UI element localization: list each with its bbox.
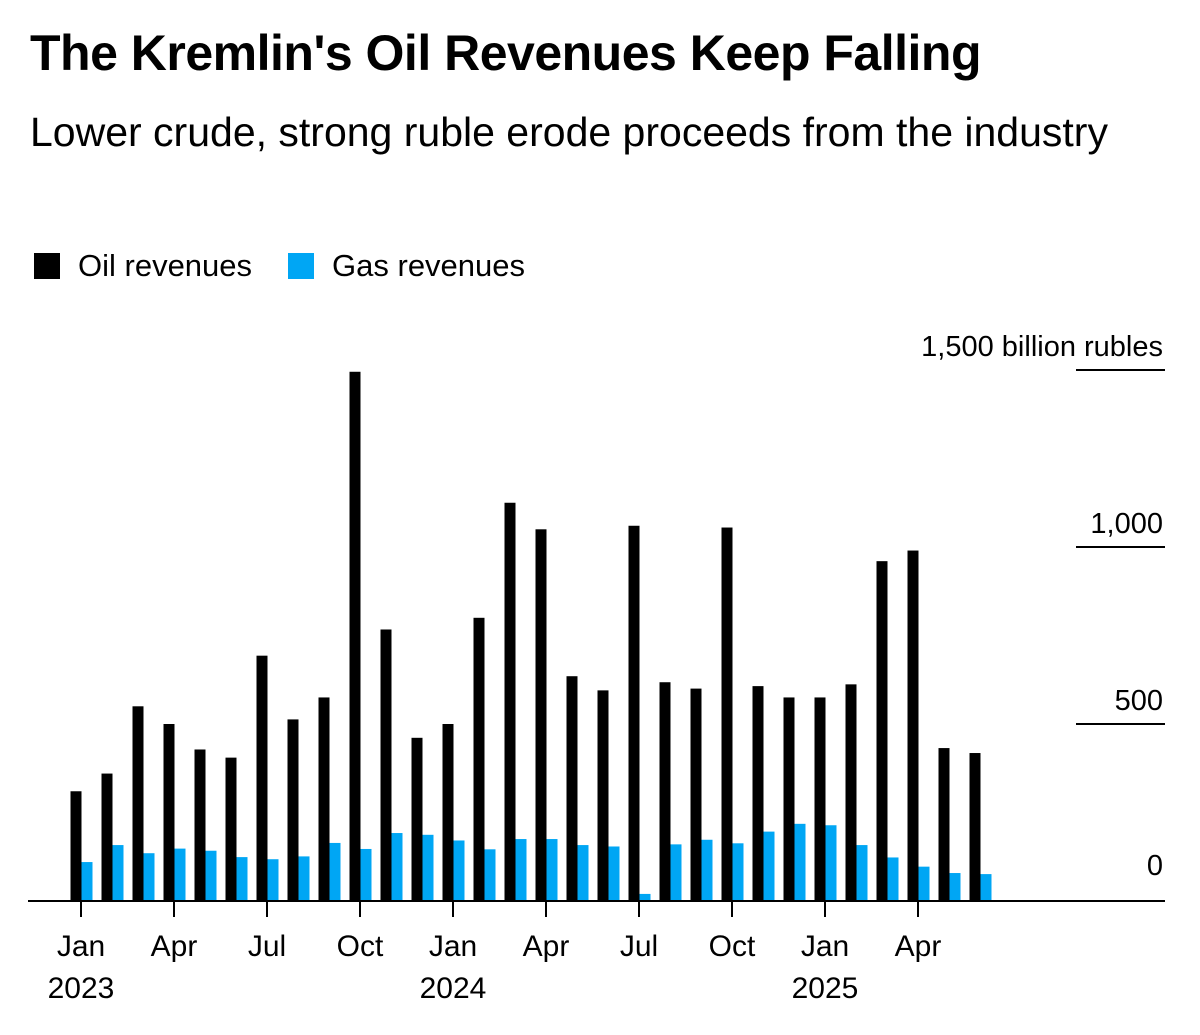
gas-bar (856, 845, 868, 901)
gas-bar (887, 857, 899, 901)
gas-bar (236, 857, 248, 901)
legend-label-oil: Oil revenues (78, 248, 253, 283)
chart-legend: Oil revenues Gas revenues (34, 244, 561, 288)
oil-bar (225, 757, 237, 901)
oil-bar (597, 690, 609, 901)
x-tick-label-year: 2025 (792, 972, 859, 1005)
oil-bar (690, 688, 702, 901)
y-tick-label: 0 (1147, 850, 1163, 882)
y-tick-label: 1,500 billion rubles (921, 331, 1163, 363)
oil-bar (628, 525, 640, 901)
x-tick-label-month: Jan (429, 930, 477, 963)
gas-bar (918, 866, 930, 901)
gas-bar (81, 862, 93, 901)
x-tick-label-month: Apr (895, 930, 942, 963)
oil-bar (380, 629, 392, 901)
gas-bar (608, 846, 620, 901)
oil-bar (659, 682, 671, 901)
gas-bar (732, 843, 744, 901)
oil-bar (163, 724, 175, 901)
bar-chart: 1,500 billion rubles 1,000 500 0 Jan 2023 Apr J… (28, 331, 1165, 1005)
chart-title: The Kremlin's Oil Revenues Keep Falling (30, 25, 981, 81)
gas-bar (329, 842, 341, 901)
gas-bar (980, 874, 992, 901)
gas-bar (391, 833, 403, 901)
gas-bar (298, 856, 310, 901)
legend-label-gas: Gas revenues (332, 248, 526, 283)
gas-bar (484, 849, 496, 901)
gas-bar (670, 844, 682, 901)
oil-bar (535, 529, 547, 901)
legend-item-gas: Gas revenues (288, 248, 525, 284)
x-tick-label-month: Oct (709, 930, 756, 963)
x-tick-label-year: 2024 (420, 972, 487, 1005)
gas-bar (639, 893, 651, 901)
gas-bar (763, 831, 775, 901)
gas-bar (112, 845, 124, 901)
oil-bar (783, 697, 795, 901)
oil-bar (814, 697, 826, 901)
gas-bar (515, 839, 527, 901)
x-tick-label-month: Jul (620, 930, 658, 963)
gas-bar (143, 853, 155, 901)
oil-bar (194, 749, 206, 901)
oil-bar (132, 706, 144, 901)
x-tick-label-month: Jan (57, 930, 105, 963)
y-tick-label: 1,000 (1090, 508, 1163, 540)
gas-bar (267, 859, 279, 901)
oil-bar (287, 719, 299, 901)
oil-bar (504, 502, 516, 901)
gas-bar (546, 839, 558, 901)
oil-bar (907, 550, 919, 901)
gas-bar (949, 873, 961, 901)
gas-bar (825, 825, 837, 901)
oil-bar (752, 686, 764, 901)
oil-bar (442, 724, 454, 901)
y-tick-label: 500 (1115, 685, 1163, 717)
oil-bar (349, 371, 361, 901)
x-tick-label-month: Apr (151, 930, 198, 963)
legend-swatch-gas (288, 253, 315, 279)
oil-bar (101, 773, 113, 901)
x-tick-label-month: Apr (523, 930, 570, 963)
oil-bar (721, 527, 733, 901)
legend-swatch-oil (34, 253, 60, 279)
oil-bar (70, 791, 82, 901)
oil-bar (473, 617, 485, 901)
gas-bar (701, 839, 713, 901)
oil-bar (876, 561, 888, 901)
x-tick-label-month: Oct (337, 930, 384, 963)
oil-bar (318, 697, 330, 901)
oil-bar (969, 753, 981, 901)
x-tick-label-month: Jan (801, 930, 849, 963)
legend-item-oil: Oil revenues (34, 248, 252, 284)
oil-bar (566, 676, 578, 901)
oil-bar (938, 748, 950, 901)
gas-bar (453, 840, 465, 901)
chart-subtitle: Lower crude, strong ruble erode proceeds… (30, 109, 1108, 155)
oil-bar (411, 737, 423, 901)
oil-bar (256, 655, 268, 901)
gas-bar (577, 845, 589, 901)
gas-bar (794, 823, 806, 901)
x-tick-label-year: 2023 (48, 972, 115, 1005)
x-tick-label-month: Jul (248, 930, 286, 963)
gas-bar (360, 848, 372, 901)
gas-bar (174, 848, 186, 901)
gas-bar (205, 850, 217, 901)
gas-bar (422, 834, 434, 901)
oil-bar (845, 684, 857, 901)
